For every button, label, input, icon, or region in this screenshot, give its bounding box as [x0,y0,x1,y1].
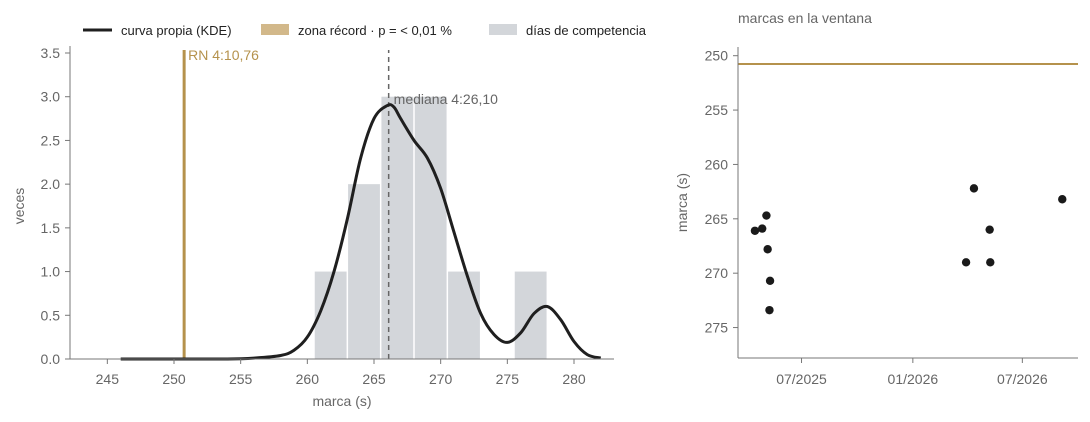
legend-record-label: zona récord · p = < 0,01 % [298,23,452,38]
scatter-point [765,305,774,315]
legend-kde-label: curva propia (KDE) [121,23,232,38]
scatter-point [762,211,771,220]
y-tick-label: 2.0 [41,176,61,192]
legend-record-swatch [261,24,289,35]
histogram-x-label: marca (s) [312,393,371,409]
kde-curve [120,103,602,361]
x-tick-label: 260 [296,371,320,387]
scatter-y-tick-label: 260 [705,156,729,172]
y-tick-label: 3.0 [41,89,61,105]
histogram-bar [348,184,380,359]
scatter-chart: marcas en la ventana 250 255 260 265 270 275 0… [674,10,1078,387]
scatter-x-tick-label: 07/2026 [997,371,1048,387]
x-tick-label: 270 [429,371,453,387]
record-label: RN 4:10,76 [188,47,259,63]
scatter-point [1058,195,1067,204]
legend-bars-swatch [489,24,517,35]
histogram-bar [414,96,447,359]
scatter-point [985,225,994,234]
scatter-y-tick-label: 255 [705,102,729,118]
x-tick-label: 280 [562,371,586,387]
scatter-axes: 250 255 260 265 270 275 07/2025 01/2026 07/2026 [705,47,1078,387]
scatter-point [969,184,979,193]
y-tick-label: 1.5 [41,220,61,236]
scatter-point [765,276,775,285]
y-tick-label: 0.5 [41,307,61,323]
histogram-y-label: veces [11,188,27,225]
scatter-y-tick-label: 265 [705,211,729,227]
histogram-annotations: RN 4:10,76 mediana 4:26,10 [182,47,499,359]
scatter-points [750,184,1067,315]
y-tick-label: 1.0 [41,264,61,280]
scatter-x-tick-label: 07/2025 [776,371,827,387]
x-tick-label: 255 [229,371,253,387]
y-tick-label: 2.5 [41,132,61,148]
x-tick-label: 250 [162,371,186,387]
legend-bars-label: días de competencia [526,23,647,38]
scatter-title: marcas en la ventana [738,10,872,26]
histogram-bars [314,96,547,359]
scatter-point [986,258,995,267]
scatter-point [750,226,760,235]
y-tick-label: 0.0 [41,351,61,367]
x-tick-label: 275 [496,371,520,387]
legend: curva propia (KDE) zona récord · p = < 0… [83,23,647,38]
histogram-bar [381,96,414,359]
histogram-axes: 245 250 255 260 265 270 275 280 0.0 0.5 1.0 1.5 2.0 2… [41,45,614,387]
x-tick-label: 265 [362,371,386,387]
scatter-y-tick-label: 250 [705,48,729,64]
y-tick-label: 3.5 [41,45,61,61]
scatter-y-tick-label: 270 [705,265,729,281]
scatter-y-label: marca (s) [674,173,690,232]
scatter-point [757,224,767,233]
scatter-x-tick-label: 01/2026 [888,371,939,387]
histogram-bar [448,271,480,359]
x-tick-label: 245 [96,371,120,387]
median-label: mediana 4:26,10 [394,91,499,107]
scatter-y-tick-label: 275 [705,320,729,336]
scatter-point [961,258,971,267]
histogram-chart: RN 4:10,76 mediana 4:26,10 245 250 255 260 26… [11,45,614,409]
scatter-point [763,245,772,254]
